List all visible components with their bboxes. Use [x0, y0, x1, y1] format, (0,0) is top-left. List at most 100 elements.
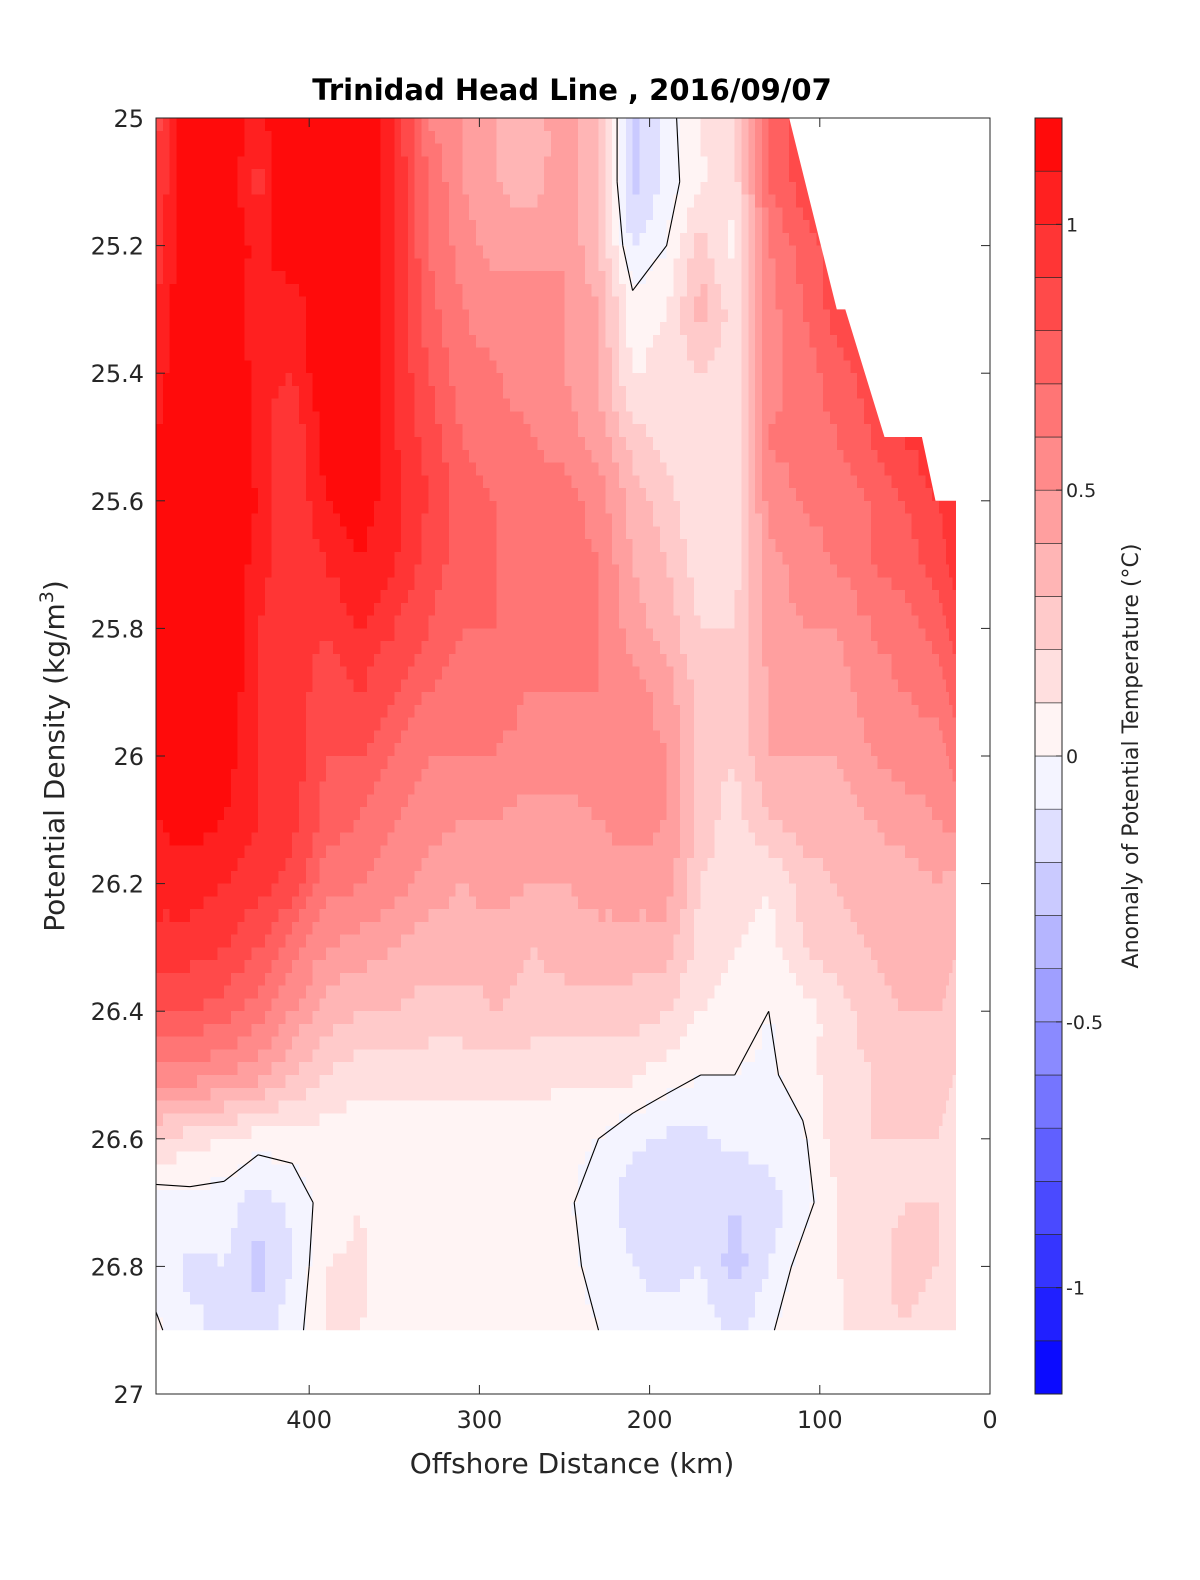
contour-cell: [455, 156, 464, 170]
contour-cell: [387, 437, 395, 451]
contour-cell: [510, 181, 518, 196]
contour-cell: [707, 283, 715, 298]
contour-cell: [741, 232, 750, 247]
contour-cell: [761, 245, 770, 260]
contour-cell: [482, 424, 491, 438]
contour-cell: [441, 347, 450, 362]
contour-cell: [802, 475, 811, 489]
contour-cell: [367, 194, 375, 209]
contour-cell: [523, 143, 532, 157]
contour-cell: [435, 385, 443, 400]
contour-cell: [836, 322, 845, 336]
contour-cell: [435, 309, 443, 323]
contour-cell: [455, 564, 464, 579]
contour-cell: [755, 398, 763, 413]
contour-cell: [503, 181, 511, 196]
contour-cell: [190, 258, 198, 272]
contour-cell: [707, 462, 715, 476]
contour-cell: [782, 118, 790, 132]
contour-cell: [591, 385, 600, 400]
contour-cell: [292, 679, 300, 693]
contour-cell: [217, 385, 225, 400]
contour-cell: [700, 271, 709, 285]
contour-cell: [414, 220, 423, 234]
contour-cell: [768, 309, 777, 323]
contour-cell: [156, 283, 164, 298]
contour-cell: [782, 283, 790, 298]
contour-cell: [298, 194, 307, 209]
contour-cell: [516, 513, 525, 528]
contour-cell: [414, 283, 423, 298]
contour-cell: [292, 118, 300, 132]
contour-cell: [258, 143, 266, 157]
contour-cell: [680, 424, 688, 438]
contour-cell: [271, 156, 280, 170]
contour-cell: [264, 666, 273, 681]
contour-cell: [768, 360, 777, 374]
contour-cell: [407, 373, 416, 387]
contour-cell: [503, 385, 511, 400]
contour-cell: [428, 526, 436, 540]
contour-cell: [938, 539, 944, 553]
contour-cell: [380, 551, 389, 566]
contour-cell: [387, 258, 395, 272]
contour-cell: [687, 564, 695, 579]
contour-cell: [455, 232, 464, 247]
contour-cell: [768, 411, 777, 425]
contour-cell: [251, 590, 259, 604]
contour-cell: [673, 347, 681, 362]
contour-cell: [407, 590, 416, 604]
contour-cell: [210, 551, 218, 566]
contour-cell: [870, 513, 879, 528]
contour-cell: [639, 615, 647, 630]
contour-cell: [530, 564, 538, 579]
contour-cell: [394, 220, 402, 234]
contour-cell: [183, 666, 191, 681]
contour-cell: [387, 220, 395, 234]
contour-cell: [210, 118, 218, 132]
contour-cell: [755, 283, 763, 298]
contour-cell: [673, 437, 681, 451]
chart-title: Trinidad Head Line , 2016/09/07: [312, 73, 832, 107]
contour-cell: [407, 437, 416, 451]
contour-cell: [224, 679, 232, 693]
contour-cell: [544, 347, 552, 362]
contour-cell: [843, 564, 852, 579]
contour-cell: [707, 207, 715, 221]
contour-cell: [714, 602, 722, 617]
contour-cell: [271, 513, 280, 528]
contour-cell: [387, 181, 395, 196]
contour-cell: [537, 590, 545, 604]
contour-cell: [727, 207, 736, 221]
contour-cell: [687, 143, 695, 157]
contour-cell: [864, 449, 872, 464]
contour-cell: [646, 551, 654, 566]
contour-cell: [496, 385, 504, 400]
contour-cell: [768, 437, 777, 451]
contour-cell: [162, 411, 171, 425]
contour-cell: [809, 551, 818, 566]
contour-cell: [251, 385, 259, 400]
contour-cell: [605, 513, 613, 528]
contour-cell: [333, 602, 341, 617]
contour-cell: [183, 437, 191, 451]
contour-cell: [190, 641, 198, 655]
contour-cell: [659, 245, 668, 260]
contour-cell: [421, 271, 430, 285]
contour-cell: [775, 551, 784, 566]
contour-cell: [639, 475, 647, 489]
contour-cell: [360, 539, 368, 553]
contour-cell: [510, 194, 518, 209]
contour-cell: [196, 296, 205, 311]
contour-cell: [830, 296, 838, 311]
contour-cell: [523, 398, 532, 413]
contour-cell: [319, 590, 327, 604]
contour-cell: [952, 564, 957, 579]
contour-cell: [523, 526, 532, 540]
contour-cell: [305, 398, 314, 413]
contour-cell: [768, 143, 777, 157]
contour-cell: [741, 181, 750, 196]
contour-cell: [333, 551, 341, 566]
contour-cell: [360, 424, 368, 438]
contour-cell: [251, 334, 259, 349]
